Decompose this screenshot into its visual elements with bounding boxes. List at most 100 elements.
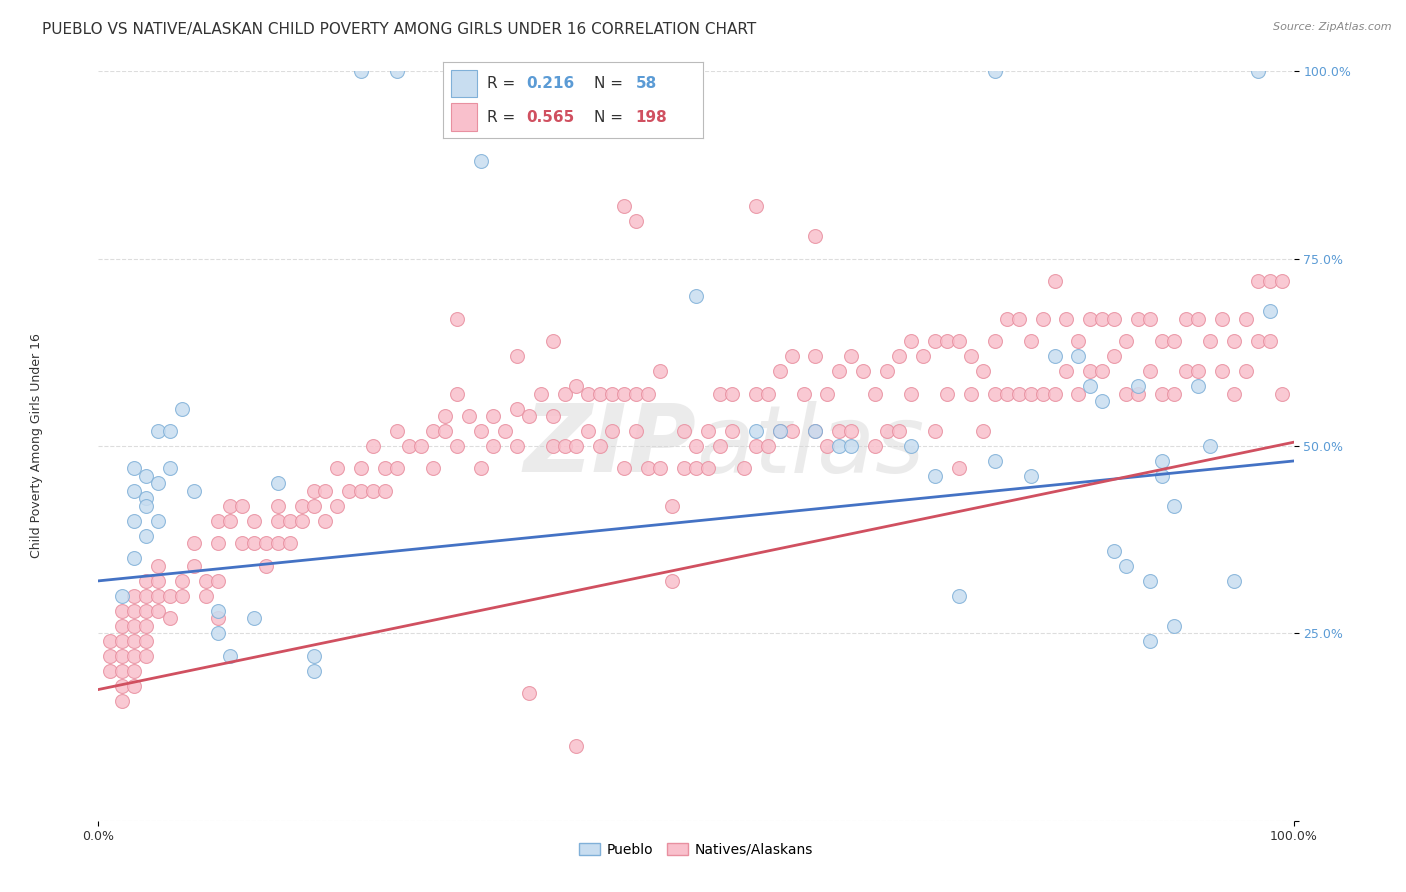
Point <box>148 476 170 491</box>
Point <box>841 349 863 363</box>
Point <box>626 214 648 228</box>
Point <box>1258 274 1281 288</box>
Point <box>815 439 838 453</box>
Point <box>1163 499 1185 513</box>
Point <box>637 386 659 401</box>
Point <box>111 604 134 618</box>
Point <box>1139 364 1161 378</box>
Point <box>1056 364 1078 378</box>
Point <box>841 424 863 438</box>
Point <box>900 386 922 401</box>
Point <box>1271 274 1294 288</box>
Point <box>554 439 576 453</box>
Point <box>111 664 134 678</box>
Point <box>1163 334 1185 348</box>
Point <box>135 589 157 603</box>
Point <box>172 574 194 588</box>
Point <box>721 424 744 438</box>
Point <box>1091 394 1114 409</box>
Point <box>1247 274 1270 288</box>
Point <box>889 424 911 438</box>
Point <box>1043 386 1066 401</box>
Point <box>291 499 314 513</box>
Point <box>231 499 253 513</box>
Point <box>1128 379 1150 393</box>
Point <box>350 483 373 498</box>
Point <box>1223 386 1246 401</box>
Point <box>254 558 277 573</box>
Point <box>709 386 731 401</box>
Point <box>804 229 827 244</box>
Point <box>481 409 505 423</box>
Point <box>446 439 468 453</box>
Point <box>207 536 229 550</box>
Point <box>626 386 648 401</box>
Point <box>936 386 959 401</box>
Point <box>733 461 755 475</box>
Point <box>350 64 373 78</box>
Point <box>1152 334 1174 348</box>
Point <box>506 349 529 363</box>
Point <box>768 424 790 438</box>
Point <box>1067 349 1090 363</box>
Point <box>363 439 385 453</box>
Point <box>219 648 242 663</box>
Point <box>530 386 553 401</box>
Point <box>243 514 266 528</box>
Point <box>267 514 290 528</box>
Point <box>1128 311 1150 326</box>
Point <box>756 386 779 401</box>
Point <box>602 424 624 438</box>
Point <box>278 514 301 528</box>
Y-axis label: Child Poverty Among Girls Under 16: Child Poverty Among Girls Under 16 <box>30 334 42 558</box>
Point <box>506 401 529 416</box>
Point <box>1223 334 1246 348</box>
Point <box>648 364 672 378</box>
Point <box>661 499 683 513</box>
Point <box>804 349 827 363</box>
Text: R =: R = <box>486 110 520 125</box>
Point <box>876 364 898 378</box>
Point <box>828 424 851 438</box>
Point <box>350 461 373 475</box>
Point <box>267 499 290 513</box>
Point <box>924 334 946 348</box>
Point <box>124 551 146 566</box>
Point <box>697 424 720 438</box>
Point <box>626 424 648 438</box>
Point <box>183 558 205 573</box>
Point <box>541 409 564 423</box>
Point <box>207 574 229 588</box>
Point <box>1152 454 1174 468</box>
Point <box>602 386 624 401</box>
Point <box>1152 386 1174 401</box>
Point <box>124 648 146 663</box>
Point <box>745 439 768 453</box>
Point <box>673 461 696 475</box>
Point <box>948 589 970 603</box>
Point <box>385 424 409 438</box>
Point <box>159 589 181 603</box>
Point <box>1187 364 1209 378</box>
Point <box>1187 311 1209 326</box>
Point <box>135 633 157 648</box>
Point <box>135 574 157 588</box>
Text: atlas: atlas <box>696 401 924 491</box>
Point <box>111 648 134 663</box>
Point <box>1008 311 1031 326</box>
Point <box>1104 349 1126 363</box>
Point <box>98 664 122 678</box>
Point <box>541 334 564 348</box>
Point <box>589 386 612 401</box>
Point <box>984 334 1007 348</box>
Point <box>768 424 790 438</box>
Point <box>1187 379 1209 393</box>
Point <box>172 589 194 603</box>
Point <box>911 349 934 363</box>
Text: ZIP: ZIP <box>523 400 696 492</box>
Point <box>385 461 409 475</box>
Point <box>111 694 134 708</box>
Point <box>517 686 540 700</box>
Point <box>565 379 588 393</box>
Point <box>434 424 457 438</box>
